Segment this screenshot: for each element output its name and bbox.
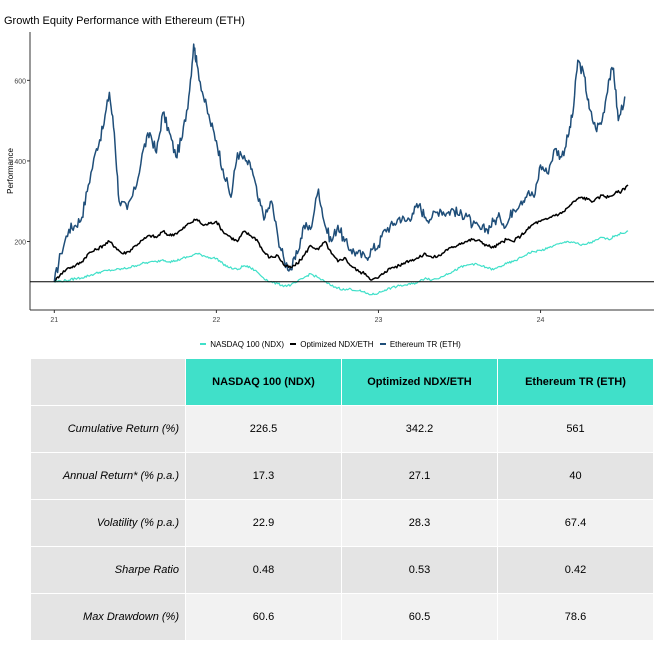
table-cell: 60.5 — [341, 593, 498, 641]
row-label: Cumulative Return (%) — [30, 405, 186, 453]
table-row: Max Drawdown (%) 60.6 60.5 78.6 — [30, 593, 654, 641]
table-row: Annual Return* (% p.a.) 17.3 27.1 40 — [30, 452, 654, 500]
table-cell: 0.53 — [341, 546, 498, 594]
legend-key-optimized — [290, 342, 297, 345]
x-tick-label: 22 — [212, 317, 220, 324]
table-cell: 28.3 — [341, 499, 498, 547]
table-row: Sharpe Ratio 0.48 0.53 0.42 — [30, 546, 654, 594]
x-tick-label: 23 — [375, 317, 383, 324]
table-cell: 78.6 — [497, 593, 654, 641]
table-row: Cumulative Return (%) 226.5 342.2 561 — [30, 405, 654, 453]
row-label: Max Drawdown (%) — [30, 593, 186, 641]
legend-item-optimized: Optimized NDX/ETH — [290, 340, 374, 349]
table-cell: 0.48 — [185, 546, 342, 594]
table-cell: 27.1 — [341, 452, 498, 500]
legend-key-eth — [379, 342, 386, 345]
legend-item-ndx: NASDAQ 100 (NDX) — [200, 340, 284, 349]
y-tick-label: 600 — [14, 78, 26, 85]
performance-stats-table: NASDAQ 100 (NDX) Optimized NDX/ETH Ether… — [30, 358, 654, 641]
row-label: Annual Return* (% p.a.) — [30, 452, 186, 500]
legend-key-ndx — [200, 342, 207, 345]
table-cell: 67.4 — [497, 499, 654, 547]
chart-title: Growth Equity Performance with Ethereum … — [4, 15, 245, 27]
table-cell: 22.9 — [185, 499, 342, 547]
table-cell: 17.3 — [185, 452, 342, 500]
table-cell: 342.2 — [341, 405, 498, 453]
legend-item-eth: Ethereum TR (ETH) — [379, 340, 461, 349]
table-cell: 226.5 — [185, 405, 342, 453]
table-row: Volatility (% p.a.) 22.9 28.3 67.4 — [30, 499, 654, 547]
series-line-nasdaq-100-ndx — [54, 230, 629, 296]
legend-label-ndx: NASDAQ 100 (NDX) — [210, 340, 284, 349]
table-header-row: NASDAQ 100 (NDX) Optimized NDX/ETH Ether… — [30, 358, 654, 406]
y-axis-title: Performance — [6, 148, 15, 194]
row-label: Sharpe Ratio — [30, 546, 186, 594]
table-cell: 60.6 — [185, 593, 342, 641]
chart-legend: NASDAQ 100 (NDX) Optimized NDX/ETH Ether… — [0, 340, 661, 349]
y-tick-label: 200 — [14, 240, 26, 247]
performance-chart: 200 400 600 21 22 23 24 Performance — [6, 32, 654, 324]
column-header-eth: Ethereum TR (ETH) — [497, 358, 654, 406]
legend-label-eth: Ethereum TR (ETH) — [389, 340, 461, 349]
column-header-ndx: NASDAQ 100 (NDX) — [185, 358, 342, 406]
y-tick-label: 400 — [14, 159, 26, 166]
x-tick-label: 24 — [537, 317, 545, 324]
table-cell: 40 — [497, 452, 654, 500]
series-line-optimized-ndx-eth — [54, 184, 629, 283]
series-line-ethereum-tr-eth — [53, 43, 626, 282]
table-cell: 561 — [497, 405, 654, 453]
table-cell: 0.42 — [497, 546, 654, 594]
row-label: Volatility (% p.a.) — [30, 499, 186, 547]
table-corner-cell — [30, 358, 186, 406]
legend-label-optimized: Optimized NDX/ETH — [300, 340, 374, 349]
x-tick-label: 21 — [50, 317, 58, 324]
column-header-optimized: Optimized NDX/ETH — [341, 358, 498, 406]
